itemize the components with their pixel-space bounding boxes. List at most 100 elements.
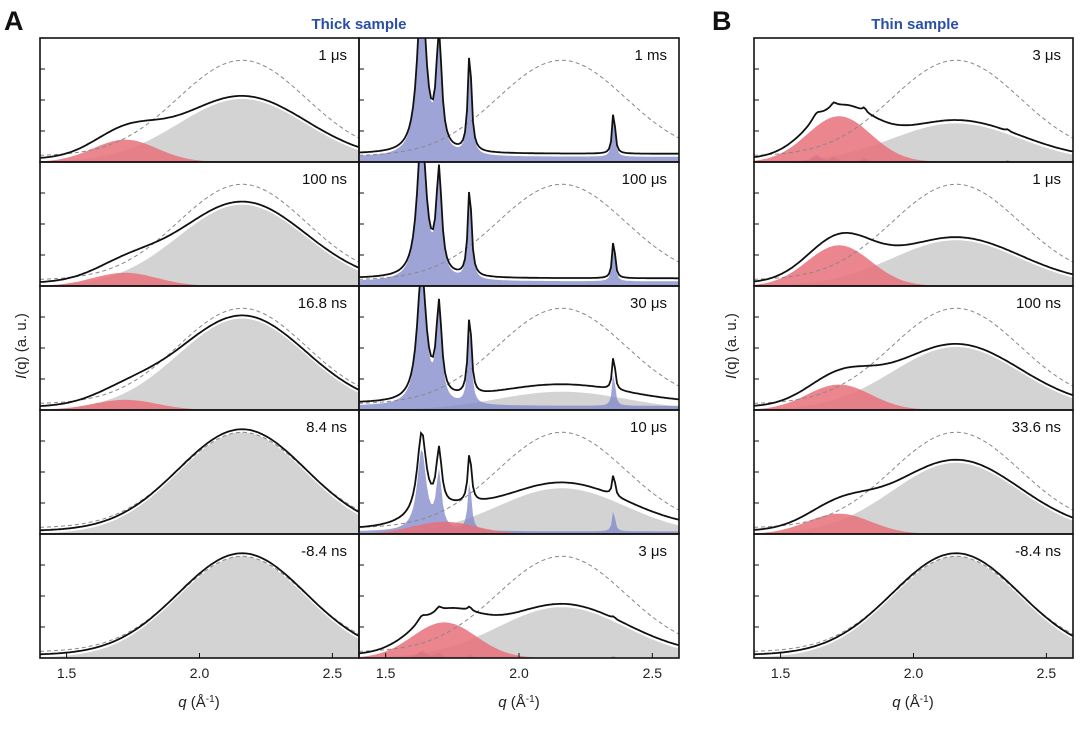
subplot-traces [40,428,359,534]
x-tick-label: 1.5 [57,665,77,681]
hdl-fill-area [40,139,359,162]
x-label-close: ) [535,694,540,711]
reference-dashed-line [359,59,679,156]
subplot-A-left-row-4: 1.5 2.0 2.5 -8.4 ns [39,533,360,681]
reference-dashed-line [359,183,679,280]
hdl-fill-area [754,384,1073,410]
subplot-traces [359,162,679,286]
time-label: 8.4 ns [306,419,347,436]
subplot-B-row-1: 1 μs [753,161,1074,287]
subplot-A-right-row-1: 100 μs [358,161,680,287]
reference-dashed-line [40,59,359,156]
x-axis-label-a-left: q (Å-1) [178,694,219,712]
time-label: -8.4 ns [1015,543,1061,560]
x-tick-label: 2.5 [643,665,663,681]
y-axis-label-b: I(q) (a. u.) [723,313,740,379]
total-intensity-line [359,286,679,403]
time-label: -8.4 ns [301,543,347,560]
panel-b-label: B [712,6,732,36]
y-axis-label-a: I(q) (a. u.) [13,313,30,379]
plot-area: 1 μs 100 ns 16.8 ns 8.4 ns 1.5 2.0 2.5 -8.4 ns 1… [39,37,1074,681]
liquid-fill-area [754,240,1073,286]
reference-dashed-line [359,307,679,404]
x-label-q: q [498,694,507,711]
x-label-exp: -1 [920,694,929,705]
liquid-fill-area [754,347,1073,410]
y-label-b-units: (a. u.) [723,313,740,356]
reference-dashed-line [40,307,359,404]
time-label: 30 μs [630,295,667,312]
hdl-fill-area [359,622,679,658]
hdl-fill-area [754,116,1073,162]
x-label-q: q [892,694,901,711]
time-label: 3 μs [1032,47,1061,64]
y-label-b-paren: (q) [723,356,740,374]
reference-dashed-line [754,59,1073,156]
crystal-fill-area [359,286,679,410]
liquid-fill-area [40,204,359,286]
subplot-A-right-row-4: 1.5 2.0 2.5 3 μs [358,533,680,681]
total-intensity-line [40,428,359,532]
total-intensity-line [359,602,679,655]
reference-dashed-line [40,431,359,528]
thin-sample-title: Thin sample [871,16,959,33]
time-label: 100 ns [302,171,347,188]
subplot-traces [754,431,1073,534]
hdl-fill-area [754,245,1073,286]
subplot-traces [359,430,679,534]
subplot-A-left-row-3: 8.4 ns [39,409,360,535]
time-label: 1 μs [1032,171,1061,188]
time-label: 1 μs [318,47,347,64]
subplot-A-left-row-1: 100 ns [39,161,360,287]
time-label: 100 μs [622,171,667,188]
subplot-B-row-2: 100 ns [753,285,1074,411]
y-label-a-units: (a. u.) [13,313,30,356]
subplot-traces [754,183,1073,286]
reference-dashed-line [754,183,1073,280]
subplot-B-row-0: 3 μs [753,37,1074,163]
total-intensity-line [40,200,359,283]
liquid-fill-area [754,123,1073,162]
x-label-units: (Å [187,694,206,711]
reference-dashed-line [754,431,1073,528]
x-label-exp: -1 [206,694,215,705]
total-intensity-line [40,314,359,407]
subplot-traces [40,59,359,162]
x-axis-label-b: q (Å-1) [892,694,933,712]
subplot-B-row-4: 1.5 2.0 2.5 -8.4 ns [753,533,1074,681]
subplot-traces [754,59,1073,162]
subplot-traces [40,307,359,410]
liquid-fill-area [40,318,359,410]
time-label: 16.8 ns [298,295,347,312]
subplot-A-right-row-3: 10 μs [358,409,680,535]
y-label-b-i: I [723,375,740,379]
subplot-A-right-row-2: 30 μs [358,285,680,411]
time-label: 100 ns [1016,295,1061,312]
x-tick-label: 2.0 [190,665,210,681]
subplot-traces [40,183,359,286]
liquid-fill-area [754,462,1073,534]
time-label: 3 μs [638,543,667,560]
subplot-B-row-3: 33.6 ns [753,409,1074,535]
liquid-fill-area [359,607,679,658]
subplot-traces [359,555,679,658]
liquid-fill-area [40,556,359,658]
subplot-traces [754,552,1073,658]
total-intensity-line [40,95,359,159]
subplot-A-left-row-2: 16.8 ns [39,285,360,411]
y-label-a-paren: (q) [13,356,30,374]
total-intensity-line [754,458,1073,531]
hdl-fill-area [40,399,359,410]
reference-dashed-line [40,555,359,652]
reference-dashed-line [359,555,679,652]
y-label-a-i: I [13,375,30,379]
time-label: 10 μs [630,419,667,436]
x-axis-label-a-right: q (Å-1) [498,694,539,712]
subplot-traces [359,286,679,410]
x-tick-label: 2.5 [1037,665,1057,681]
x-tick-label: 2.0 [509,665,529,681]
x-label-units: (Å [507,694,526,711]
thick-sample-title: Thick sample [311,16,406,33]
x-tick-label: 2.0 [904,665,924,681]
